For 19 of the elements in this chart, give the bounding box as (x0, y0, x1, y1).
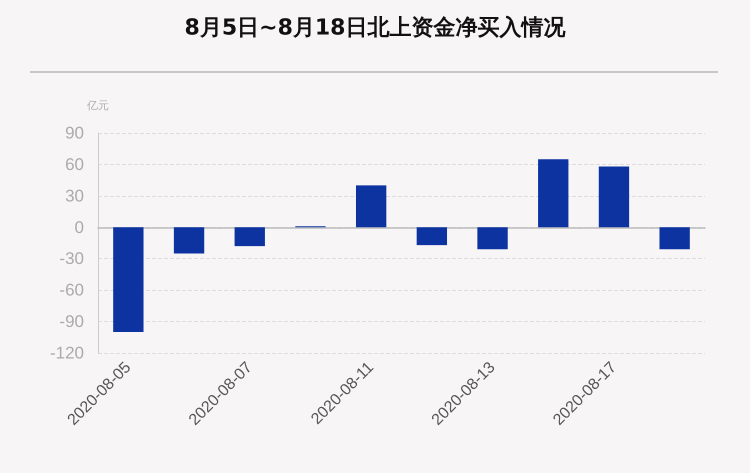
bar (356, 185, 386, 228)
bar (113, 227, 144, 332)
bar (477, 227, 508, 250)
y-tick-label: 30 (65, 186, 84, 206)
y-tick-label: -90 (59, 312, 84, 332)
y-tick-label: -30 (59, 249, 84, 268)
y-tick-label: -120 (50, 344, 84, 362)
bar (659, 227, 690, 250)
bar (416, 227, 448, 246)
y-tick-label: 60 (65, 154, 84, 174)
bar (538, 159, 568, 228)
bar (174, 227, 204, 254)
y-tick-label: -60 (59, 280, 84, 300)
y-tick-label: 90 (65, 124, 84, 142)
bar (234, 227, 265, 246)
y-axis-title: 亿元 (86, 99, 109, 112)
bar (598, 166, 630, 228)
y-tick-label: 0 (74, 218, 84, 237)
chart-title: 8月5日~8月18日北上资金净买入情况 (184, 16, 566, 40)
